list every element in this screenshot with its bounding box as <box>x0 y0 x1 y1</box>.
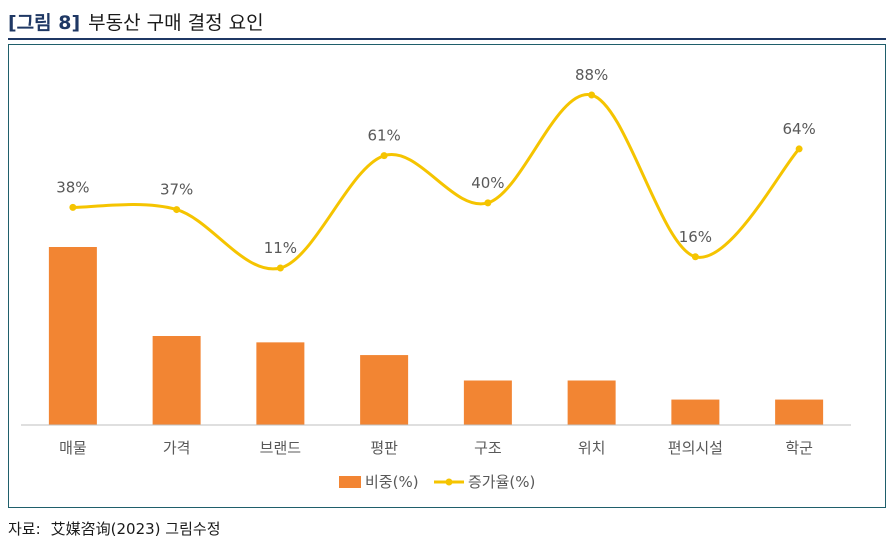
bar-구조 <box>463 380 512 425</box>
data-label-편의시설: 16% <box>679 228 712 246</box>
data-label-브랜드: 11% <box>264 239 297 257</box>
category-tick-labels: 매물 가격 브랜드 평판 구조 위치 편의시설 학군 <box>59 439 813 457</box>
bar-가격 <box>152 336 201 425</box>
tick-label-구조: 구조 <box>474 439 502 457</box>
source-label: 자료: <box>8 520 41 538</box>
data-label-매물: 38% <box>56 178 89 196</box>
line-point-구조 <box>484 199 492 207</box>
source-note: 자료: 艾媒咨询(2023) 그림수정 <box>8 518 221 539</box>
legend-swatch-marker <box>445 478 453 486</box>
line-point-평판 <box>380 152 388 160</box>
legend: 비중(%) 증가율(%) <box>339 473 535 491</box>
figure-number: [그림 8] <box>8 12 81 34</box>
line-path <box>72 93 801 271</box>
data-label-평판: 61% <box>367 127 400 145</box>
bar-매물 <box>48 247 97 425</box>
line-data-labels: 38% 37% 11% 61% 40% 88% 16% 64% <box>56 66 816 257</box>
legend-swatch-bar <box>339 476 361 488</box>
tick-label-편의시설: 편의시설 <box>668 439 723 457</box>
figure-title: [그림 8] 부동산 구매 결정 요인 <box>8 8 264 35</box>
data-label-구조: 40% <box>471 174 504 192</box>
data-label-가격: 37% <box>160 181 193 199</box>
legend-label-bar: 비중(%) <box>365 473 419 491</box>
legend-label-line: 증가율(%) <box>468 473 535 491</box>
bar-편의시설 <box>671 399 720 425</box>
tick-label-가격: 가격 <box>163 439 191 457</box>
chart-frame: 매물 가격 브랜드 평판 구조 위치 편의시설 학군 38% 37% 11% 61% 40% 88% 16%… <box>8 44 886 508</box>
tick-label-학군: 학군 <box>785 439 813 457</box>
data-label-학군: 64% <box>782 120 815 138</box>
line-point-학군 <box>795 145 803 153</box>
line-point-브랜드 <box>276 264 284 272</box>
bar-series <box>48 247 824 425</box>
bar-위치 <box>567 380 616 425</box>
combo-chart: 매물 가격 브랜드 평판 구조 위치 편의시설 학군 38% 37% 11% 61% 40% 88% 16%… <box>21 66 851 491</box>
source-text: 艾媒咨询(2023) 그림수정 <box>50 520 221 538</box>
tick-label-매물: 매물 <box>59 439 87 457</box>
figure-title-text: 부동산 구매 결정 요인 <box>88 12 264 34</box>
line-point-가격 <box>173 206 181 214</box>
line-point-위치 <box>588 91 596 99</box>
line-point-편의시설 <box>691 253 699 261</box>
line-point-매물 <box>69 203 77 211</box>
bar-평판 <box>360 355 409 425</box>
tick-label-평판: 평판 <box>370 439 398 457</box>
bar-학군 <box>775 399 824 425</box>
tick-label-브랜드: 브랜드 <box>260 439 302 457</box>
bar-브랜드 <box>256 342 305 425</box>
tick-label-위치: 위치 <box>578 439 606 457</box>
line-series <box>69 91 803 272</box>
title-rule <box>8 38 886 40</box>
data-label-위치: 88% <box>575 66 608 84</box>
